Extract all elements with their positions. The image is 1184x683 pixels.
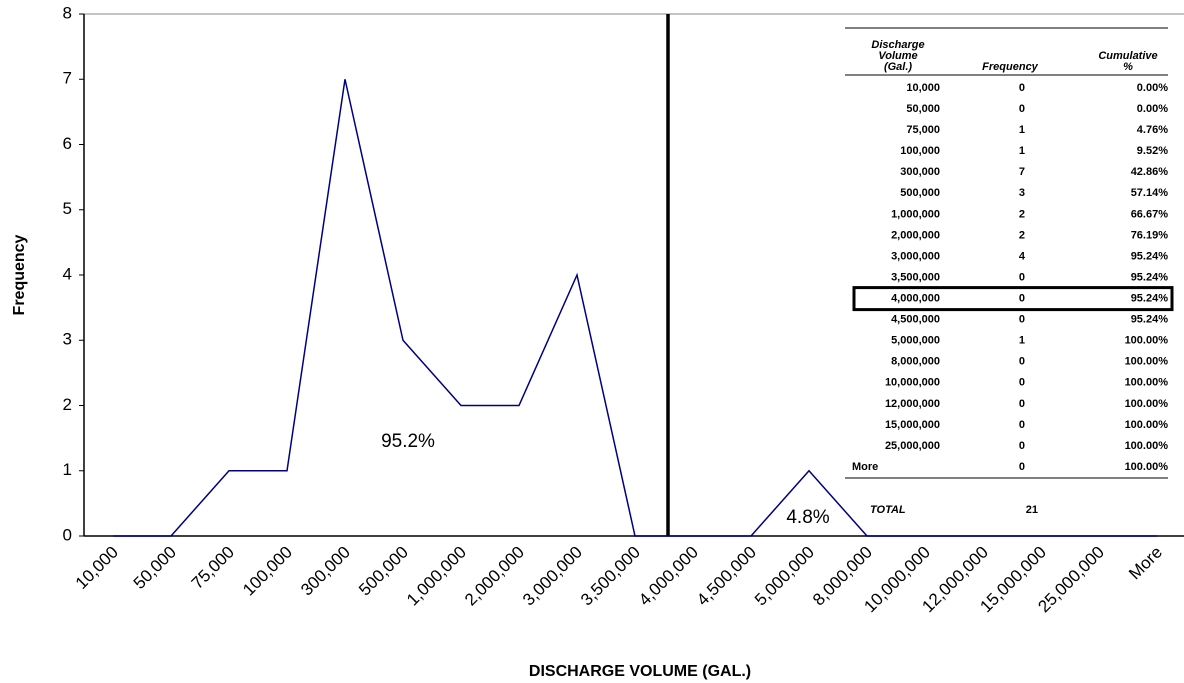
table-cell: 7 xyxy=(1019,166,1025,178)
table-total: 21 xyxy=(1026,504,1038,516)
y-tick-label: 8 xyxy=(63,3,72,22)
y-tick-label: 2 xyxy=(63,395,72,414)
table-cell: 500,000 xyxy=(900,187,940,199)
x-tick-label: 100,000 xyxy=(239,543,296,600)
x-tick-label: 5,000,000 xyxy=(751,543,818,610)
table-cell: 4.76% xyxy=(1137,124,1168,136)
table-cell: 100.00% xyxy=(1125,440,1169,452)
table-cell: 0 xyxy=(1019,461,1025,473)
table-cell: 76.19% xyxy=(1131,229,1169,241)
table-cell: 0.00% xyxy=(1137,103,1168,115)
table-cell: 95.24% xyxy=(1131,314,1169,326)
y-tick-label: 3 xyxy=(63,330,72,349)
x-tick-label: 75,000 xyxy=(188,543,238,593)
table-cell: 0 xyxy=(1019,293,1025,305)
table-cell: 0 xyxy=(1019,356,1025,368)
table-cell: 0 xyxy=(1019,103,1025,115)
table-cell: 66.67% xyxy=(1131,208,1169,220)
table-header: % xyxy=(1123,61,1133,73)
table-cell: 100,000 xyxy=(900,145,940,157)
y-axis-label: Frequency xyxy=(11,234,28,315)
y-tick-label: 0 xyxy=(63,525,72,544)
y-tick-label: 5 xyxy=(63,199,72,218)
table-cell: 0 xyxy=(1019,271,1025,283)
table-highlight xyxy=(852,286,1174,312)
table-cell: 100.00% xyxy=(1125,398,1169,410)
table-cell: 0 xyxy=(1019,82,1025,94)
x-tick-label: 10,000 xyxy=(72,543,122,593)
table-cell: 15,000,000 xyxy=(885,419,940,431)
y-tick-label: 1 xyxy=(63,460,72,479)
x-tick-label: 1,000,000 xyxy=(403,543,470,610)
x-tick-label: 50,000 xyxy=(130,543,180,593)
table-cell: 95.24% xyxy=(1131,271,1169,283)
table-cell: 9.52% xyxy=(1137,145,1168,157)
table-cell: 95.24% xyxy=(1131,250,1169,262)
table-cell: 3 xyxy=(1019,187,1025,199)
table-cell: 5,000,000 xyxy=(891,335,940,347)
x-tick-label: More xyxy=(1125,543,1166,584)
table-header: Cumulative xyxy=(1098,50,1157,62)
table-cell: 3,500,000 xyxy=(891,271,940,283)
table-cell: 1,000,000 xyxy=(891,208,940,220)
x-tick-label: 4,000,000 xyxy=(635,543,702,610)
x-tick-label: 300,000 xyxy=(297,543,354,600)
table-cell: 0 xyxy=(1019,440,1025,452)
table-cell: 0 xyxy=(1019,419,1025,431)
table-header: Volume xyxy=(878,50,917,62)
table-cell: 10,000 xyxy=(906,82,940,94)
table-cell: 75,000 xyxy=(906,124,940,136)
table-cell: 100.00% xyxy=(1125,377,1169,389)
table-cell: 100.00% xyxy=(1125,356,1169,368)
table-cell: 0.00% xyxy=(1137,82,1168,94)
annotation: 4.8% xyxy=(786,507,829,528)
table-cell: 2,000,000 xyxy=(891,229,940,241)
table-cell: 4,000,000 xyxy=(891,293,940,305)
table-cell: More xyxy=(852,461,878,473)
table-header: Discharge xyxy=(871,39,924,51)
table-cell: 100.00% xyxy=(1125,419,1169,431)
table-cell: 1 xyxy=(1019,124,1025,136)
x-axis-label: DISCHARGE VOLUME (GAL.) xyxy=(529,663,751,680)
x-tick-label: 3,000,000 xyxy=(519,543,586,610)
table-cell: 2 xyxy=(1019,208,1025,220)
table-header: (Gal.) xyxy=(884,61,912,73)
table-cell: 100.00% xyxy=(1125,335,1169,347)
table-cell: 2 xyxy=(1019,229,1025,241)
x-tick-label: 3,500,000 xyxy=(577,543,644,610)
table-cell: 0 xyxy=(1019,314,1025,326)
table-cell: 3,000,000 xyxy=(891,250,940,262)
table-cell: 95.24% xyxy=(1131,293,1169,305)
table-cell: 300,000 xyxy=(900,166,940,178)
table-header: Frequency xyxy=(982,61,1039,73)
table-cell: 57.14% xyxy=(1131,187,1169,199)
table-cell: 42.86% xyxy=(1131,166,1169,178)
table-cell: 10,000,000 xyxy=(885,377,940,389)
y-tick-label: 7 xyxy=(63,69,72,88)
table-cell: 0 xyxy=(1019,398,1025,410)
table-cell: 50,000 xyxy=(906,103,940,115)
table-cell: 25,000,000 xyxy=(885,440,940,452)
x-tick-label: 4,500,000 xyxy=(693,543,760,610)
table-total-label: TOTAL xyxy=(870,504,906,516)
table-cell: 100.00% xyxy=(1125,461,1169,473)
table-cell: 1 xyxy=(1019,145,1025,157)
data-line xyxy=(113,79,1157,537)
table-cell: 0 xyxy=(1019,377,1025,389)
table-cell: 8,000,000 xyxy=(891,356,940,368)
table-cell: 4 xyxy=(1019,250,1026,262)
table-cell: 1 xyxy=(1019,335,1025,347)
y-tick-label: 4 xyxy=(63,264,72,283)
x-tick-label: 500,000 xyxy=(355,543,412,600)
table-cell: 12,000,000 xyxy=(885,398,940,410)
table-cell: 4,500,000 xyxy=(891,314,940,326)
y-tick-label: 6 xyxy=(63,134,72,153)
annotation: 95.2% xyxy=(381,431,435,452)
x-tick-label: 2,000,000 xyxy=(461,543,528,610)
